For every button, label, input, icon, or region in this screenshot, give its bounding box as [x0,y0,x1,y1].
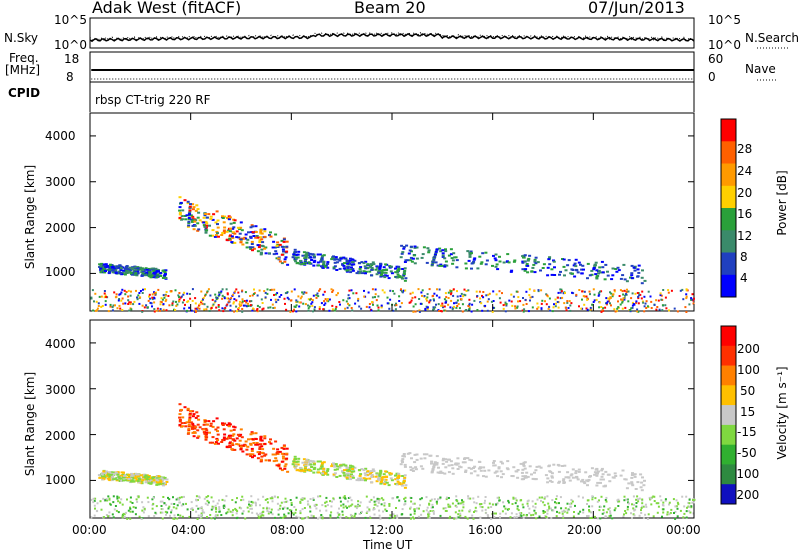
power-y-tick-label: 1000 [45,265,76,279]
velocity-cbar-tick: -50 [737,446,757,460]
x-tick-label: 16:00 [468,523,503,537]
power-y-tick-label: 3000 [45,175,76,189]
nsearch-tick-low: 10^0 [708,38,741,52]
x-tick-label: 08:00 [270,523,305,537]
power-colorbar-swatch [721,274,736,298]
velocity-echo-field [90,403,696,520]
velocity-colorbar-swatch [721,326,736,347]
x-tick-label: 12:00 [369,523,404,537]
velocity-colorbar-swatch [721,365,736,386]
velocity-colorbar-swatch [721,345,736,366]
cpid-text: rbsp CT-trig 220 RF [95,93,211,107]
velocity-colorbar-swatch [721,464,736,485]
beam-title: Beam 20 [354,0,426,17]
power-cbar-tick: 12 [737,229,753,243]
power-colorbar-swatch [721,119,736,142]
nsearch-trace [89,31,695,42]
nave-tick-high: 60 [708,52,724,66]
x-tick-label: 04:00 [171,523,206,537]
power-colorbar-swatch [721,252,736,276]
velocity-colorbar-swatch [721,405,736,426]
velocity-cbar-tick: 200 [737,342,760,356]
freq-tick-high: 18 [64,52,80,66]
cpid-label: CPID [8,86,41,100]
nsky-tick-low: 10^0 [54,38,87,52]
nsearch-tick-high: 10^5 [708,13,741,27]
power-colorbar-swatch [721,208,736,231]
velocity-cbar-tick: -100 [732,467,760,481]
freq-label: Freq. [9,51,39,65]
power-colorbar-frame [720,118,737,298]
velocity-y-tick-label: 4000 [45,337,76,351]
velocity-y-tick-label: 3000 [45,383,76,397]
velocity-colorbar-swatch [721,385,736,406]
power-echo-field [90,196,695,313]
power-colorbar-swatch [721,185,736,209]
power-cbar-tick: 4 [740,271,748,285]
velocity-cbar-tick: -200 [732,488,760,502]
velocity-cbar-tick: -15 [737,425,757,439]
power-cbar-tick: 8 [740,250,748,264]
x-tick-label: 00:00 [72,523,107,537]
nave-label: Nave [745,62,776,76]
velocity-cbar-tick: 100 [737,363,760,377]
x-tick-label: 20:00 [567,523,602,537]
x-axis-label: Time UT [363,538,413,552]
nsky-tick-high: 10^5 [54,13,87,27]
freq-unit: [MHz] [5,63,41,77]
velocity-cbar-tick: 15 [740,405,756,419]
velocity-cbar-tick: 50 [740,384,756,398]
status-panel-frame [89,17,695,49]
x-tick-label: 00:00 [666,523,701,537]
nsky-trace [89,32,695,43]
velocity-colorbar-swatch [721,444,736,465]
velocity-y-tick-label: 2000 [45,429,76,443]
nsearch-label: N.Search [745,31,800,45]
velocity-colorbar-swatch [721,484,736,505]
power-y-tick-label: 4000 [45,129,76,143]
velocity-colorbar-swatch [721,424,736,445]
velocity-colorbar-frame [720,325,737,505]
power-cbar-tick: 24 [737,164,753,178]
radar-title: Adak West (fitACF) [92,0,242,17]
nsky-label: N.Sky [4,31,39,45]
power-cbar-tick: 16 [737,207,753,221]
power-colorbar-swatch [721,230,736,253]
power-y-tick-label: 2000 [45,221,76,235]
power-cbar-tick: 20 [737,186,753,200]
power-cbar-tick: 28 [737,142,753,156]
nave-tick-low: 0 [708,70,716,84]
date-title: 07/Jun/2013 [588,0,685,17]
freq-tick-low: 8 [66,70,74,84]
velocity-y-tick-label: 1000 [45,473,76,487]
status-panel-frame [89,51,695,83]
power-colorbar-swatch [721,141,736,164]
power-colorbar-swatch [721,163,736,187]
